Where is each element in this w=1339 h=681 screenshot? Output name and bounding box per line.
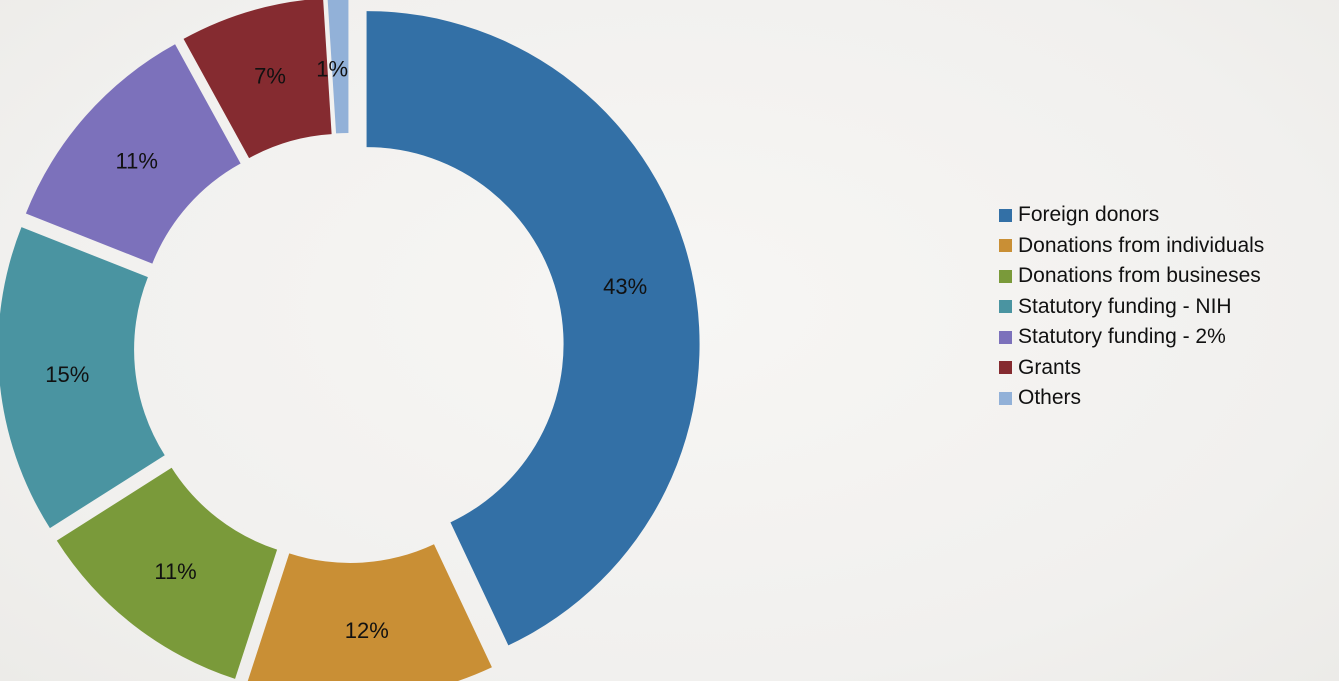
slice-value-label: 15%: [45, 362, 89, 387]
slice-labels-group: 43% 12% 11% 15% 11% 7% 1%: [45, 57, 647, 643]
slice-grants: [183, 0, 332, 159]
slice-value-label: 43%: [603, 274, 647, 299]
legend-swatch: [999, 300, 1012, 314]
legend-swatch: [999, 239, 1012, 253]
legend-item-grants: Grants: [999, 353, 1339, 384]
slice-value-label: 7%: [254, 64, 286, 89]
legend-swatch: [999, 208, 1012, 222]
legend: Foreign donors Donations from individual…: [999, 200, 1339, 414]
legend-swatch: [999, 361, 1012, 375]
legend-label: Grants: [1018, 355, 1082, 379]
legend-item-statutory-funding-2-percent: Statutory funding - 2%: [999, 322, 1339, 353]
legend-label: Donations from individuals: [1018, 233, 1265, 257]
legend-item-foreign-donors: Foreign donors: [999, 200, 1339, 231]
legend-label: Statutory funding - 2%: [1018, 325, 1226, 349]
legend-swatch: [999, 330, 1012, 344]
slice-value-label: 1%: [316, 57, 348, 82]
slices-group: [0, 0, 700, 681]
legend-swatch: [999, 391, 1012, 405]
legend-item-donations-from-businesses: Donations from busineses: [999, 261, 1339, 292]
slice-donations-from-individuals: [247, 544, 492, 681]
legend-swatch: [999, 269, 1012, 283]
slice-value-label: 11%: [154, 559, 196, 584]
slice-donations-from-busineses: [56, 467, 278, 679]
legend-item-donations-from-individuals: Donations from individuals: [999, 231, 1339, 262]
legend-label: Statutory funding - NIH: [1018, 294, 1232, 318]
legend-item-statutory-funding-nih: Statutory funding - NIH: [999, 292, 1339, 323]
legend-item-others: Others: [999, 383, 1339, 414]
slice-statutory-funding-nih: [0, 227, 165, 529]
slice-others: [327, 0, 349, 134]
slice-statutory-funding-2-: [25, 44, 241, 264]
slice-value-label: 11%: [116, 148, 158, 173]
slice-value-label: 12%: [345, 618, 389, 643]
legend-label: Foreign donors: [1018, 203, 1160, 227]
legend-label: Others: [1018, 386, 1082, 410]
slice-foreign-donors: [366, 11, 700, 646]
legend-label: Donations from busineses: [1018, 264, 1261, 288]
